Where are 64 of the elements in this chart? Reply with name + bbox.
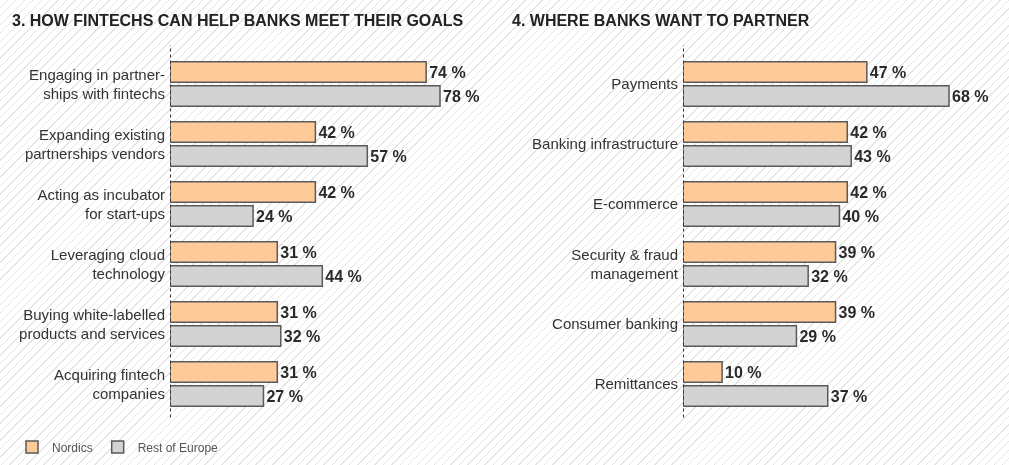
data-label: 47 % bbox=[869, 63, 907, 81]
y-tick-label: Expanding existing partnerships vendors bbox=[24, 125, 165, 162]
data-label: 57 % bbox=[370, 147, 407, 165]
data-label: 44 % bbox=[325, 267, 362, 285]
bar bbox=[170, 241, 279, 263]
data-label: 39 % bbox=[838, 303, 876, 321]
bar bbox=[170, 325, 282, 347]
y-tick-label: Banking infrastructure bbox=[532, 135, 678, 153]
bar bbox=[170, 205, 254, 227]
data-label: 39 % bbox=[838, 243, 876, 261]
bar bbox=[170, 361, 279, 383]
bar bbox=[683, 325, 798, 347]
legend-label: Nordics bbox=[52, 440, 93, 455]
y-tick-label: E-commerce bbox=[592, 195, 678, 213]
y-tick-label: Acquiring fintech companies bbox=[54, 365, 165, 402]
bar bbox=[683, 361, 723, 383]
bar bbox=[683, 145, 852, 167]
chart-title: 4. WHERE BANKS WANT TO PARTNER bbox=[512, 11, 810, 29]
data-label: 42 % bbox=[318, 183, 355, 201]
bar bbox=[170, 85, 441, 107]
y-tick-label: Buying white-labelled products and services bbox=[19, 305, 165, 342]
bar bbox=[683, 265, 809, 287]
data-label: 68 % bbox=[952, 87, 989, 105]
data-label: 43 % bbox=[854, 147, 891, 165]
data-label: 78 % bbox=[443, 87, 480, 105]
data-label: 31 % bbox=[280, 363, 317, 381]
y-tick-label: Acting as incubator for start-ups bbox=[37, 185, 165, 222]
bar bbox=[683, 301, 837, 323]
data-label: 42 % bbox=[850, 123, 887, 141]
bar bbox=[170, 61, 427, 83]
data-label: 32 % bbox=[283, 327, 321, 345]
bar bbox=[683, 121, 849, 143]
y-tick-label: Consumer banking bbox=[552, 315, 678, 333]
data-label: 27 % bbox=[266, 387, 303, 405]
bar bbox=[170, 265, 324, 287]
bar bbox=[683, 241, 837, 263]
bar bbox=[683, 181, 849, 203]
data-label: 32 % bbox=[811, 267, 848, 285]
bar bbox=[683, 85, 950, 107]
data-label: 24 % bbox=[256, 207, 293, 225]
data-label: 42 % bbox=[850, 183, 887, 201]
legend-label: Rest of Europe bbox=[137, 440, 219, 455]
y-tick-label: Payments bbox=[611, 75, 678, 93]
chart-title: 3. HOW FINTECHS CAN HELP BANKS MEET THEIR GOALS bbox=[12, 11, 464, 29]
y-tick-label: Leveraging cloud technology bbox=[50, 245, 166, 282]
y-tick-label: Remittances bbox=[594, 375, 678, 393]
data-label: 40 % bbox=[842, 207, 879, 225]
data-label: 74 % bbox=[429, 63, 466, 81]
data-label: 37 % bbox=[830, 387, 868, 405]
data-label: 31 % bbox=[280, 303, 317, 321]
bar bbox=[170, 121, 317, 143]
bar bbox=[683, 385, 829, 407]
data-label: 29 % bbox=[799, 327, 836, 345]
data-label: 31 % bbox=[280, 243, 317, 261]
bar bbox=[170, 145, 369, 167]
bar bbox=[170, 385, 265, 407]
data-label: 42 % bbox=[318, 123, 355, 141]
y-tick-label: Security & fraud management bbox=[571, 245, 679, 282]
y-tick-label: Engaging in partner- ships with fintechs bbox=[29, 65, 165, 102]
bar bbox=[170, 181, 317, 203]
bar bbox=[170, 301, 279, 323]
bar bbox=[683, 61, 868, 83]
bar bbox=[683, 205, 841, 227]
data-label: 10 % bbox=[725, 363, 762, 381]
